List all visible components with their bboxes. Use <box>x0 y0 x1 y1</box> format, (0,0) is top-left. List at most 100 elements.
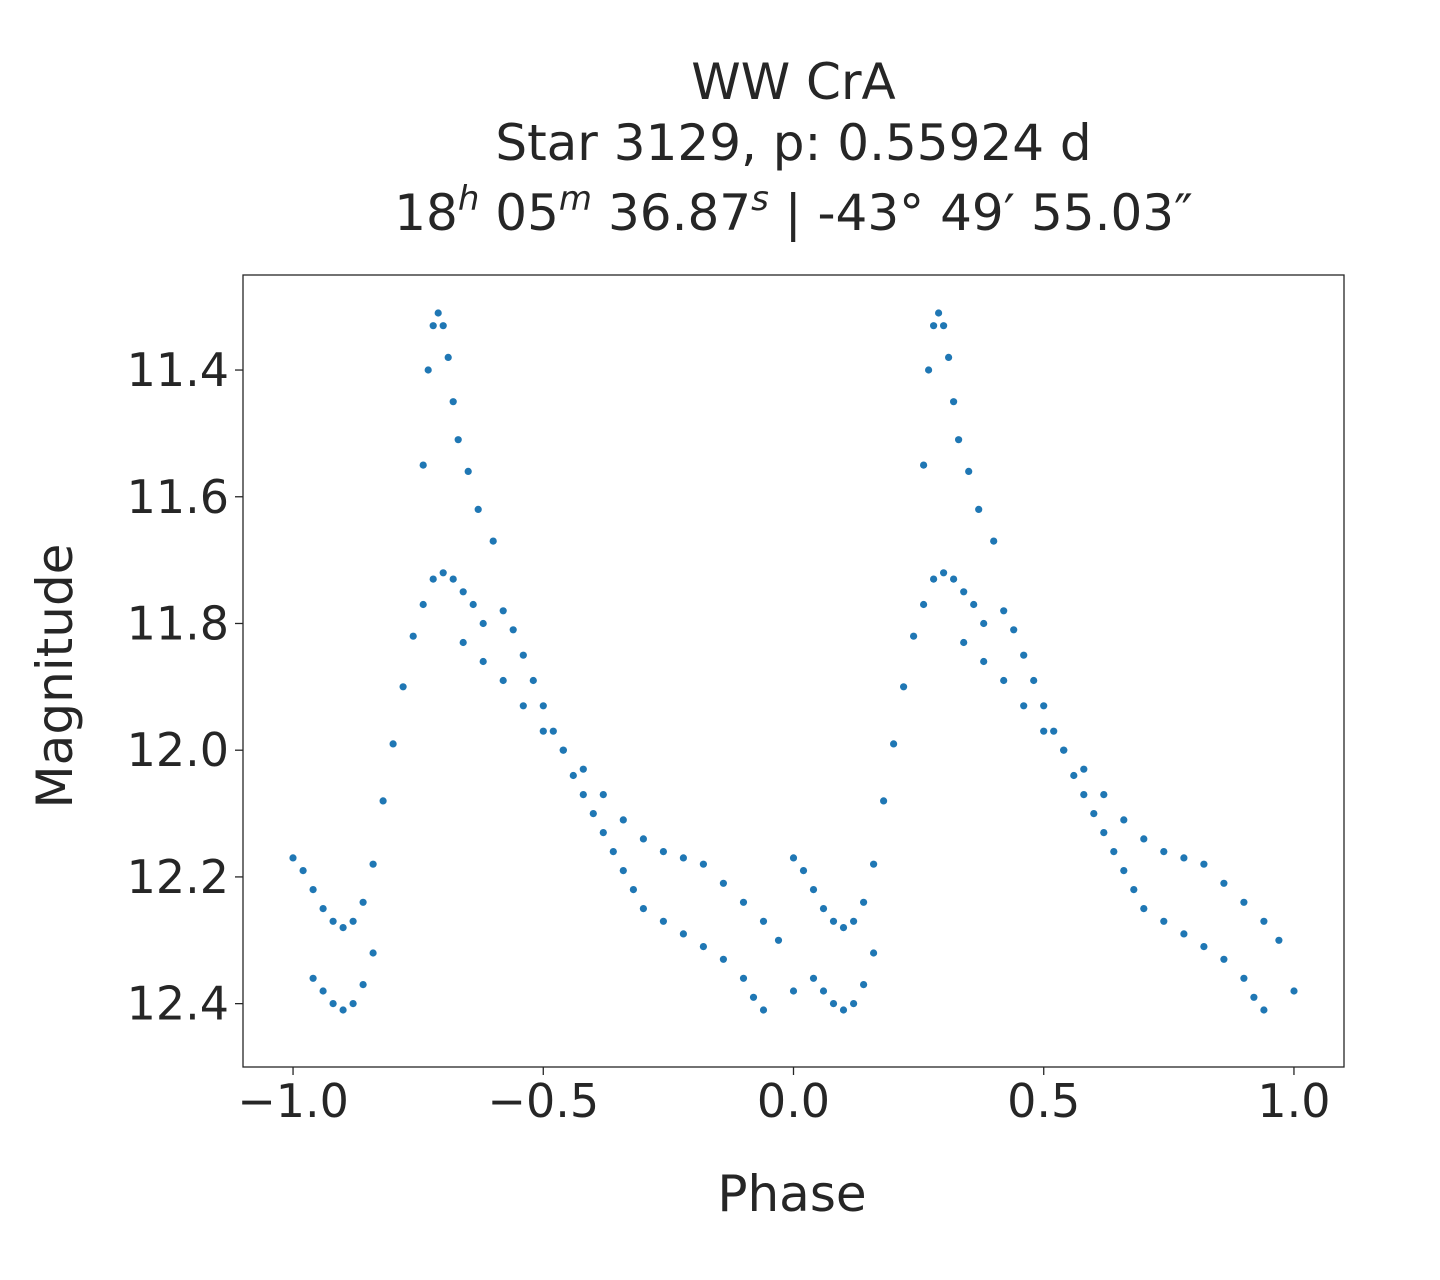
data-point <box>1100 791 1108 799</box>
data-point <box>369 949 377 957</box>
data-point <box>454 436 462 444</box>
data-point <box>1040 702 1048 710</box>
data-point <box>469 600 477 609</box>
data-point <box>289 854 297 862</box>
data-point <box>1180 854 1188 862</box>
data-point <box>429 322 437 330</box>
data-point <box>880 797 888 805</box>
data-point <box>659 848 668 856</box>
data-point <box>960 588 968 596</box>
data-point <box>1260 917 1268 925</box>
chart-title: WW CrA <box>691 53 896 111</box>
data-point <box>619 867 627 875</box>
ra-hours: 18 <box>394 184 458 242</box>
ra-minutes-unit: m <box>558 179 593 219</box>
data-point <box>930 575 938 583</box>
data-point <box>1200 943 1208 951</box>
data-point <box>329 1000 337 1008</box>
data-point <box>474 505 482 513</box>
data-point <box>1250 993 1258 1001</box>
data-point <box>609 848 617 856</box>
data-point <box>839 1006 848 1014</box>
data-point <box>1220 955 1228 963</box>
data-point <box>925 366 933 374</box>
y-tick-label: 11.4 <box>127 343 229 397</box>
ra-minutes: 05 <box>495 184 559 242</box>
chart-coordinates: 18h 05m 36.87s | -43° 49′ 55.03″ <box>243 179 1344 249</box>
data-point <box>870 949 878 957</box>
data-point <box>930 322 938 330</box>
data-point <box>359 981 367 989</box>
data-point <box>309 974 317 982</box>
data-point <box>789 854 798 862</box>
data-point <box>579 791 587 799</box>
data-point <box>499 676 507 685</box>
data-point <box>339 1006 347 1014</box>
data-point <box>1020 702 1028 710</box>
data-point <box>519 702 527 710</box>
data-point <box>839 924 848 932</box>
data-point <box>774 936 783 944</box>
data-point <box>1160 917 1168 925</box>
data-point <box>965 467 973 475</box>
dec-degrees: -43° <box>817 184 925 242</box>
data-point <box>424 366 432 374</box>
data-point <box>749 993 758 1001</box>
data-point <box>639 905 648 913</box>
data-point <box>599 791 607 799</box>
data-point <box>980 619 988 628</box>
data-point <box>970 600 978 609</box>
data-point <box>940 569 948 577</box>
data-point <box>1070 771 1078 780</box>
data-point <box>409 632 417 640</box>
data-point <box>739 898 748 906</box>
dec-arcsec: 55.03″ <box>1030 184 1193 242</box>
data-point <box>319 987 327 995</box>
data-point <box>1260 1006 1268 1014</box>
y-tick-label: 11.6 <box>127 470 229 524</box>
data-point <box>1240 898 1248 906</box>
x-tick-label: 0.0 <box>757 1074 830 1128</box>
data-point <box>980 657 988 666</box>
data-point <box>539 727 547 735</box>
data-point <box>439 569 447 577</box>
data-point <box>399 683 407 691</box>
ra-seconds-unit: s <box>751 179 769 219</box>
data-point <box>569 771 577 780</box>
data-point <box>1290 987 1298 995</box>
data-point <box>900 683 908 691</box>
data-point <box>619 816 627 824</box>
data-point <box>509 626 517 634</box>
data-point <box>870 860 878 868</box>
data-point <box>829 917 838 925</box>
data-point <box>419 600 427 609</box>
data-point <box>659 917 668 925</box>
data-point <box>809 974 818 982</box>
chart-subtitle: Star 3129, p: 0.55924 d <box>495 114 1092 172</box>
data-point <box>1080 765 1088 773</box>
data-point <box>1140 905 1148 913</box>
data-point <box>920 600 928 609</box>
y-tick-label: 12.4 <box>127 977 229 1031</box>
data-point <box>1090 810 1098 818</box>
data-point <box>699 860 708 868</box>
data-point <box>955 436 963 444</box>
data-point <box>910 632 918 640</box>
data-point <box>519 651 527 659</box>
data-point <box>1110 848 1118 856</box>
data-point <box>950 398 958 406</box>
data-point <box>1240 974 1248 982</box>
data-point <box>890 740 898 748</box>
data-point <box>379 797 387 805</box>
data-point <box>719 879 728 887</box>
data-point <box>679 854 688 862</box>
data-point <box>1080 791 1088 799</box>
data-point <box>935 309 943 317</box>
data-point <box>559 746 567 754</box>
data-point <box>1275 936 1283 944</box>
data-point <box>1130 886 1138 894</box>
y-axis-label: Magnitude <box>26 544 84 809</box>
data-point <box>1000 607 1008 615</box>
data-point <box>459 638 467 647</box>
data-point <box>369 860 377 868</box>
